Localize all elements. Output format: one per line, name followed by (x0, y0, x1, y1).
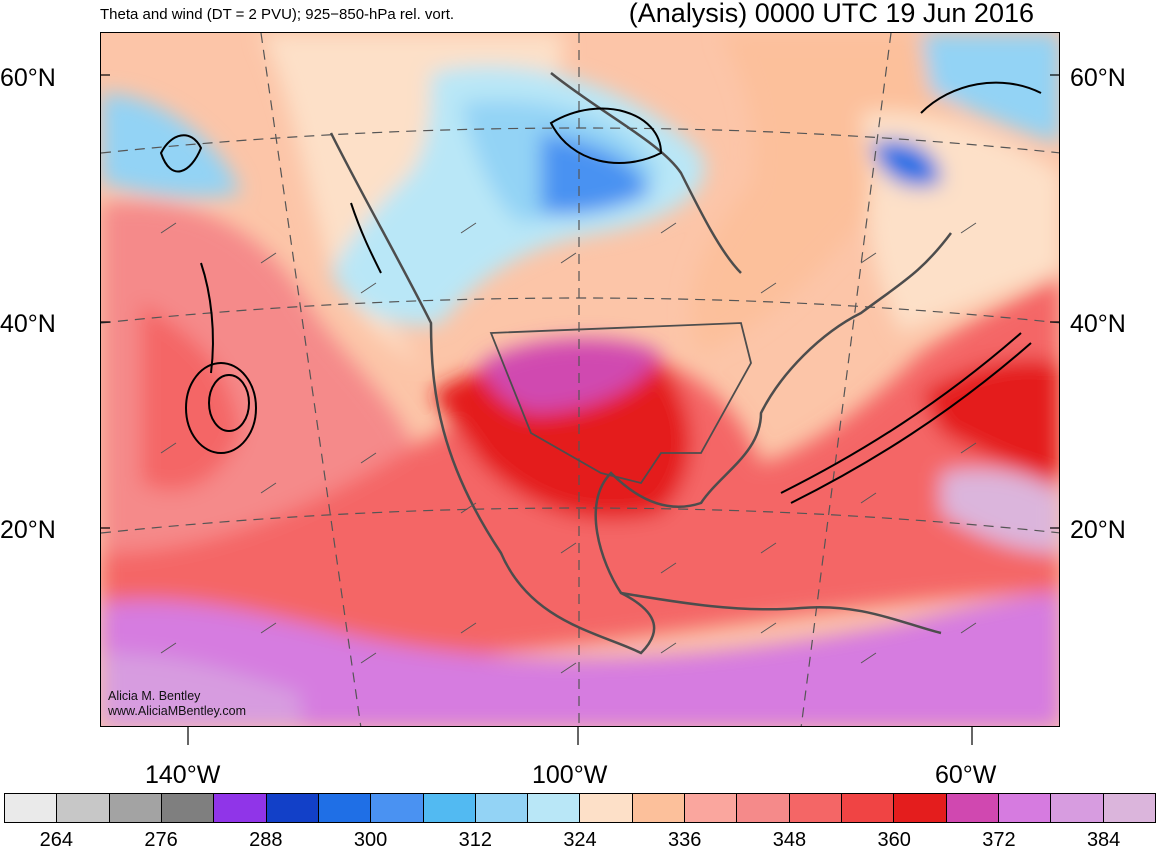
colorbar-tick-label: 312 (458, 829, 492, 851)
colorbar-tick-label: 264 (39, 829, 74, 851)
theta-colorbar (4, 793, 1156, 823)
colorbar-box (423, 794, 476, 822)
colorbar-box (161, 794, 215, 822)
colorbar-tick-label: 360 (877, 829, 911, 851)
lat-label-40n-left: 40°N (0, 310, 56, 338)
colorbar-box (528, 794, 581, 822)
colorbar-box (371, 794, 424, 822)
colorbar-box (737, 794, 790, 822)
lon-label-100w: 100°W (532, 761, 608, 789)
weather-map (100, 32, 1060, 727)
colorbar-box (842, 794, 895, 822)
colorbar-box (1051, 794, 1104, 822)
author-website: www.AliciaMBentley.com (108, 704, 247, 718)
colorbar-box (266, 794, 319, 822)
colorbar-box (946, 794, 999, 822)
colorbar-box (5, 794, 58, 822)
colorbar-box (894, 794, 947, 822)
author-name: Alicia M. Bentley (108, 689, 201, 703)
colorbar-box (1103, 794, 1155, 822)
colorbar-tick-label: 348 (772, 829, 807, 851)
lat-label-20n-right: 20°N (1070, 516, 1126, 544)
colorbar-tick-label: 288 (249, 829, 283, 851)
colorbar-tick-label: 324 (563, 829, 597, 851)
map-ticks (100, 74, 1060, 745)
colorbar-tick-label: 372 (982, 829, 1016, 851)
colorbar-tick-label: 384 (1086, 829, 1121, 851)
colorbar-box (998, 794, 1052, 822)
colorbar-tick-label: 276 (144, 829, 178, 851)
colorbar-box (109, 794, 162, 822)
lon-label-60w: 60°W (935, 761, 997, 789)
colorbar-box (632, 794, 686, 822)
colorbar-box (318, 794, 372, 822)
colorbar-box (214, 794, 267, 822)
colorbar-tick-label: 336 (668, 829, 702, 851)
lat-label-60n-left: 60°N (0, 64, 56, 92)
analysis-time-title: (Analysis) 0000 UTC 19 Jun 2016 (628, 0, 1034, 28)
colorbar-box (580, 794, 633, 822)
colorbar-tick-label: 300 (353, 829, 388, 851)
colorbar-box (57, 794, 110, 822)
author-credit: Alicia M. Bentley www.AliciaMBentley.com (108, 689, 246, 719)
colorbar-box (789, 794, 842, 822)
colorbar-box (685, 794, 738, 822)
lat-label-40n-right: 40°N (1070, 310, 1126, 338)
lat-label-60n-right: 60°N (1070, 64, 1126, 92)
map-subtitle: Theta and wind (DT = 2 PVU); 925−850-hPa… (100, 6, 455, 23)
lon-label-140w: 140°W (145, 761, 221, 789)
colorbar-box (475, 794, 529, 822)
theta-field-map (101, 33, 1059, 726)
lat-label-20n-left: 20°N (0, 516, 56, 544)
